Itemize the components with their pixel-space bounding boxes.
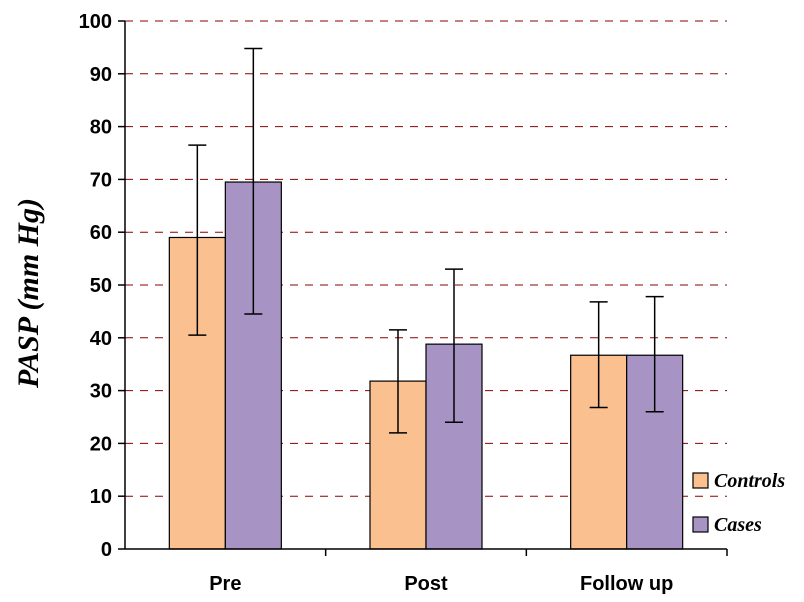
- x-category-labels: Pre Post Follow up: [209, 549, 728, 595]
- legend: Controls Cases: [692, 470, 785, 536]
- y-tick-label: 80: [90, 117, 112, 139]
- legend-label: Cases: [714, 514, 762, 536]
- bars: [168, 47, 684, 550]
- y-tick-label: 50: [90, 275, 112, 297]
- x-category-label: Post: [404, 573, 448, 595]
- y-tick-label: 60: [90, 222, 112, 244]
- y-tick-label: 90: [90, 64, 112, 86]
- y-tick-label: 0: [101, 539, 112, 561]
- x-category-label: Follow up: [580, 573, 673, 595]
- x-category-label: Pre: [209, 573, 241, 595]
- y-axis-title: PASP (mm Hg): [12, 198, 45, 389]
- legend-label: Controls: [714, 470, 785, 492]
- y-tick-label: 10: [90, 486, 112, 508]
- y-tick-label: 40: [90, 328, 112, 350]
- legend-swatch: [692, 472, 709, 489]
- legend-swatch: [692, 516, 709, 533]
- y-tick-label: 70: [90, 169, 112, 191]
- y-tick-label: 30: [90, 381, 112, 403]
- y-tick-label: 20: [90, 433, 112, 455]
- y-tick-labels: 0 10 20 30 40 50 60 70 80 90 100: [79, 11, 125, 561]
- y-tick-label: 100: [79, 11, 112, 33]
